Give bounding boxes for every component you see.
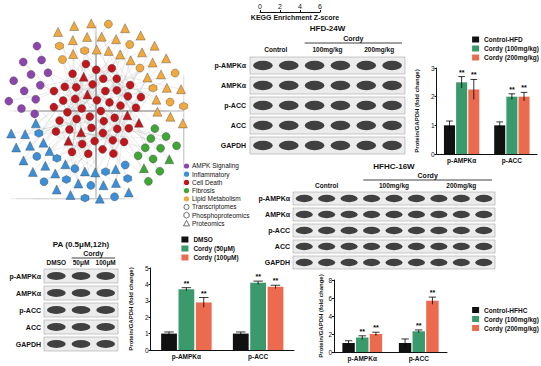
svg-text:2: 2: [431, 93, 435, 100]
svg-text:**: **: [509, 86, 515, 93]
svg-text:5: 5: [145, 265, 149, 272]
svg-text:AMPKα: AMPKα: [16, 290, 42, 297]
svg-text:GAPDH: GAPDH: [16, 341, 41, 348]
svg-text:Protein/GAPDH (fold change): Protein/GAPDH (fold change): [318, 274, 324, 357]
svg-text:Cordy (200mg/kg): Cordy (200mg/kg): [484, 54, 539, 62]
svg-text:**: **: [430, 289, 436, 296]
svg-text:GAPDH: GAPDH: [221, 142, 246, 149]
svg-text:6: 6: [328, 295, 332, 302]
svg-text:Cordy: Cordy: [418, 172, 438, 180]
svg-text:HFHC-16W: HFHC-16W: [373, 162, 415, 171]
svg-text:Cell Death: Cell Death: [192, 179, 223, 186]
svg-text:Cordy: Cordy: [83, 250, 103, 258]
svg-text:2: 2: [278, 3, 282, 10]
svg-text:**: **: [360, 328, 366, 335]
svg-text:8: 8: [328, 277, 332, 284]
svg-text:p-AMPKα: p-AMPKα: [447, 157, 476, 165]
svg-text:**: **: [184, 280, 190, 287]
svg-text:2: 2: [145, 314, 149, 321]
svg-text:0: 0: [431, 151, 435, 158]
svg-text:Fibrosis: Fibrosis: [192, 187, 216, 194]
svg-text:ACC: ACC: [26, 324, 41, 331]
svg-text:**: **: [521, 84, 527, 91]
svg-text:Cordy (100mg/kg): Cordy (100mg/kg): [484, 45, 539, 53]
svg-text:**: **: [416, 322, 422, 329]
svg-text:3: 3: [145, 297, 149, 304]
svg-text:Control-HFHC: Control-HFHC: [484, 307, 528, 314]
svg-text:AMPKα: AMPKα: [221, 82, 247, 89]
svg-text:p-ACC: p-ACC: [248, 353, 269, 361]
svg-text:ACC: ACC: [275, 243, 290, 250]
svg-text:GAPDH: GAPDH: [265, 259, 290, 266]
svg-text:Cordy (50μM): Cordy (50μM): [193, 245, 235, 253]
svg-text:KEGG Enrichment Z-score: KEGG Enrichment Z-score: [251, 14, 339, 21]
svg-text:DMSO: DMSO: [47, 259, 67, 266]
svg-text:ACC: ACC: [231, 122, 246, 129]
svg-text:DMSO: DMSO: [193, 236, 213, 243]
svg-text:**: **: [459, 69, 465, 76]
svg-text:**: **: [255, 273, 261, 280]
svg-text:Control-HFD: Control-HFD: [484, 36, 523, 43]
svg-text:1: 1: [431, 122, 435, 129]
svg-text:Protein/GAPDH (fold change): Protein/GAPDH (fold change): [414, 69, 420, 152]
svg-text:Phosphoproteomics: Phosphoproteomics: [192, 212, 250, 220]
svg-text:4: 4: [328, 313, 332, 320]
svg-text:Cordy (100μM): Cordy (100μM): [193, 254, 238, 262]
svg-text:4: 4: [298, 3, 302, 10]
svg-text:HFD-24W: HFD-24W: [310, 24, 346, 33]
svg-text:4: 4: [145, 281, 149, 288]
svg-text:p-AMPKα: p-AMPKα: [214, 62, 246, 70]
svg-text:2: 2: [328, 331, 332, 338]
svg-text:Control: Control: [315, 182, 338, 189]
svg-text:AMPKα: AMPKα: [265, 211, 291, 218]
svg-text:50μM: 50μM: [73, 259, 90, 267]
svg-text:100μM: 100μM: [96, 259, 116, 267]
svg-text:0: 0: [328, 349, 332, 356]
svg-text:Cordy (200mg/kg): Cordy (200mg/kg): [484, 325, 539, 333]
svg-text:AMPK Signaling: AMPK Signaling: [192, 162, 239, 170]
svg-text:p-ACC: p-ACC: [502, 157, 523, 165]
svg-text:Control: Control: [264, 46, 287, 53]
svg-text:Lipid Metabolism: Lipid Metabolism: [192, 195, 241, 203]
svg-text:p-AMPKα: p-AMPKα: [258, 195, 290, 203]
svg-text:Transcriptomes: Transcriptomes: [192, 203, 237, 211]
svg-text:p-ACC: p-ACC: [268, 227, 290, 235]
svg-text:**: **: [273, 277, 279, 284]
svg-text:0: 0: [145, 347, 149, 354]
svg-text:p-ACC: p-ACC: [224, 102, 246, 110]
svg-text:0: 0: [258, 3, 262, 10]
svg-text:Cordy (100mg/kg): Cordy (100mg/kg): [484, 316, 539, 324]
svg-text:200mg/kg: 200mg/kg: [446, 182, 476, 190]
svg-text:**: **: [201, 290, 207, 297]
svg-text:**: **: [373, 324, 379, 331]
svg-text:p-AMPKα: p-AMPKα: [348, 355, 377, 363]
svg-text:6: 6: [318, 3, 322, 10]
svg-text:p-AMPKα: p-AMPKα: [172, 353, 201, 361]
svg-text:p-AMPKα: p-AMPKα: [9, 273, 41, 281]
svg-text:p-ACC: p-ACC: [19, 307, 41, 315]
svg-text:Proteomics: Proteomics: [192, 220, 225, 227]
svg-text:p-ACC: p-ACC: [409, 355, 430, 363]
svg-text:Inflammatory: Inflammatory: [192, 171, 230, 179]
svg-text:200mg/kg: 200mg/kg: [364, 46, 394, 54]
svg-text:Protein/GAPDH (fold change): Protein/GAPDH (fold change): [128, 267, 134, 350]
svg-text:**: **: [471, 71, 477, 78]
svg-text:3: 3: [431, 65, 435, 72]
svg-text:100mg/kg: 100mg/kg: [313, 46, 343, 54]
svg-text:Cordy: Cordy: [343, 35, 363, 43]
svg-text:100mg/kg: 100mg/kg: [379, 182, 409, 190]
svg-text:1: 1: [145, 330, 149, 337]
svg-text:PA (0.5μM,12h): PA (0.5μM,12h): [53, 240, 110, 249]
